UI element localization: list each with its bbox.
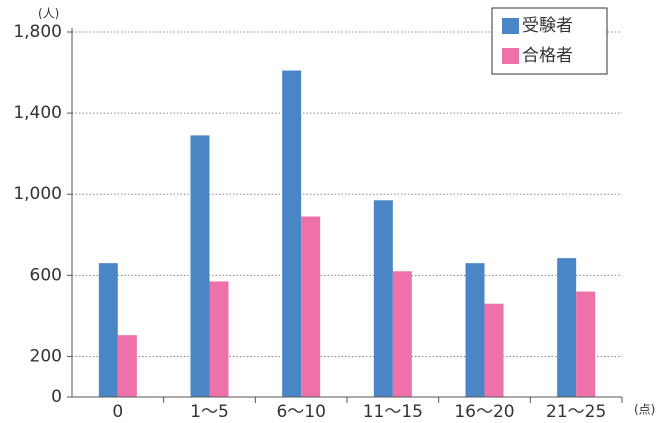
legend-swatch [502, 48, 519, 64]
bar [282, 70, 302, 398]
y-tick-label: 1,000 [13, 184, 62, 204]
bar [557, 258, 577, 397]
bar [392, 271, 412, 397]
y-tick-label: 1,400 [13, 103, 62, 123]
bar [373, 200, 393, 397]
legend-swatch [502, 18, 519, 34]
bar [190, 135, 210, 397]
x-tick-label: 16〜20 [454, 402, 514, 422]
x-tick-label: 11〜15 [363, 402, 423, 422]
legend-label: 合格者 [522, 46, 573, 66]
legend-label: 受験者 [522, 16, 573, 36]
y-tick-label: 600 [30, 265, 62, 285]
bar [465, 263, 485, 397]
y-tick-label: 1,800 [13, 22, 62, 42]
x-tick-label: 0 [112, 402, 123, 422]
x-tick-label: 6〜10 [276, 402, 325, 422]
y-tick-label: 0 [51, 387, 62, 407]
bar [301, 216, 321, 397]
x-tick-label: 21〜25 [546, 402, 606, 422]
x-tick-label: 1〜5 [190, 402, 229, 422]
bar [576, 291, 596, 397]
y-unit: (人) [38, 7, 59, 21]
bar [98, 263, 118, 397]
bar [484, 303, 504, 397]
y-tick-label: 200 [30, 346, 62, 366]
x-unit: (点) [634, 403, 655, 417]
bar [117, 335, 137, 397]
bar [209, 281, 229, 397]
